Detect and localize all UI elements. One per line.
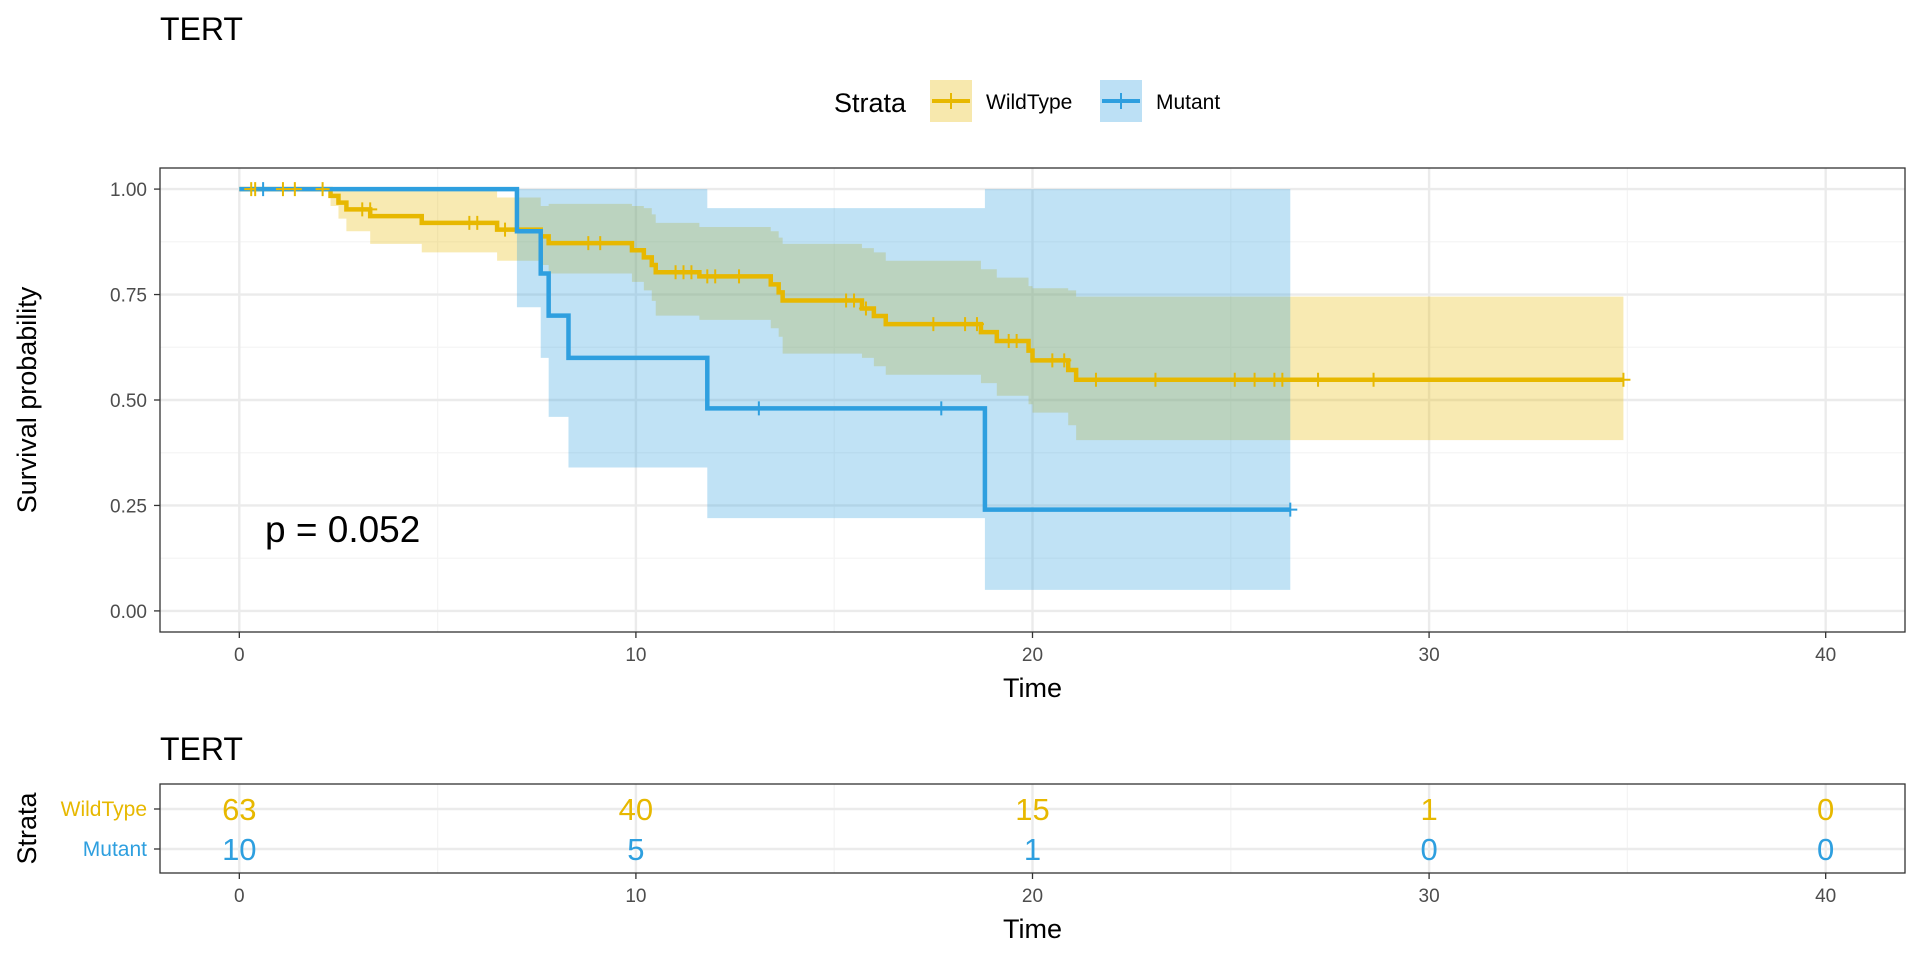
censor-mark [1057, 353, 1072, 368]
risk-x-tick-label: 20 [1022, 886, 1043, 907]
x-tick-label: 0 [234, 645, 245, 666]
legend-title: Strata [834, 88, 907, 118]
censor-mark [926, 317, 941, 332]
censor-mark [1366, 372, 1381, 387]
y-axis: 0.00 0.25 0.50 0.75 1.00 Survival probability [12, 180, 160, 623]
legend-label-wildtype: WildType [986, 91, 1072, 114]
y-tick-label: 0.25 [110, 496, 147, 517]
risk-count: 15 [1015, 792, 1049, 827]
censor-mark [1311, 372, 1326, 387]
censor-mark [847, 293, 862, 308]
x-tick-label: 10 [625, 645, 646, 666]
censor-mark [751, 401, 766, 416]
legend: Strata WildType Mutant [834, 80, 1220, 122]
y-tick-label: 1.00 [110, 180, 147, 201]
censor-mark [934, 401, 949, 416]
y-tick-label: 0.75 [110, 286, 147, 307]
censor-mark [275, 182, 290, 197]
censor-mark [958, 317, 973, 332]
censor-mark [256, 182, 271, 197]
legend-label-mutant: Mutant [1156, 91, 1220, 114]
risk-count: 1 [1024, 832, 1041, 867]
risk-count: 0 [1817, 792, 1834, 827]
y-tick-label: 0.50 [110, 391, 147, 412]
risk-x-tick-label: 0 [234, 886, 245, 907]
risk-row-wildtype: 63 40 15 1 0 WildType [61, 792, 1835, 827]
x-tick-label: 40 [1815, 645, 1836, 666]
confidence-band-wildtype [239, 189, 1624, 441]
risk-x-tick-label: 30 [1419, 886, 1440, 907]
censor-mark [1616, 372, 1631, 387]
censor-mark [1227, 372, 1242, 387]
p-value-annotation: p = 0.052 [265, 509, 420, 550]
censor-mark [708, 269, 723, 284]
x-tick-label: 30 [1419, 645, 1440, 666]
plot-grid [160, 168, 1905, 632]
risk-count: 0 [1817, 832, 1834, 867]
censor-mark [1275, 372, 1290, 387]
censor-mark [363, 202, 378, 217]
risk-count: 10 [222, 832, 256, 867]
risk-x-axis-label: Time [1003, 914, 1062, 944]
risk-table-title: TERT [160, 731, 243, 767]
censor-mark [969, 317, 984, 332]
censor-mark [593, 236, 608, 251]
risk-x-tick-label: 40 [1815, 886, 1836, 907]
x-axis: 0 10 20 30 40 Time [234, 632, 1836, 703]
risk-count: 1 [1420, 792, 1437, 827]
censor-mark [470, 215, 485, 230]
risk-count: 5 [627, 832, 644, 867]
risk-count: 63 [222, 792, 256, 827]
chart-title: TERT [160, 11, 243, 47]
risk-count: 40 [619, 792, 653, 827]
risk-x-tick-label: 10 [625, 886, 646, 907]
censor-mark [684, 265, 699, 280]
legend-entry-mutant: Mutant [1100, 80, 1220, 122]
censor-mark [287, 182, 302, 197]
risk-x-axis: 0 10 20 30 40 Time [234, 873, 1836, 944]
y-axis-label: Survival probability [12, 286, 42, 513]
censor-marks-mutant [256, 182, 1298, 517]
censor-marks-wildtype [244, 182, 1631, 387]
censor-mark [315, 182, 330, 197]
censor-mark [1247, 372, 1262, 387]
y-tick-label: 0.00 [110, 602, 147, 623]
censor-mark [1088, 372, 1103, 387]
legend-entry-wildtype: WildType [930, 80, 1072, 122]
censor-mark [1148, 372, 1163, 387]
risk-row-label: WildType [61, 798, 147, 821]
x-axis-label: Time [1003, 673, 1062, 703]
censor-mark [858, 301, 873, 316]
censor-mark [1283, 502, 1298, 517]
x-tick-label: 20 [1022, 645, 1043, 666]
censor-mark [1045, 353, 1060, 368]
censor-mark [732, 269, 747, 284]
censor-mark [498, 222, 513, 237]
confidence-band-mutant [239, 189, 1291, 590]
risk-row-label: Mutant [83, 838, 147, 861]
risk-count: 0 [1420, 832, 1437, 867]
censor-mark [1009, 333, 1024, 348]
risk-y-axis-label: Strata [12, 792, 42, 865]
risk-table-grid [160, 784, 1905, 873]
censor-mark [581, 236, 596, 251]
